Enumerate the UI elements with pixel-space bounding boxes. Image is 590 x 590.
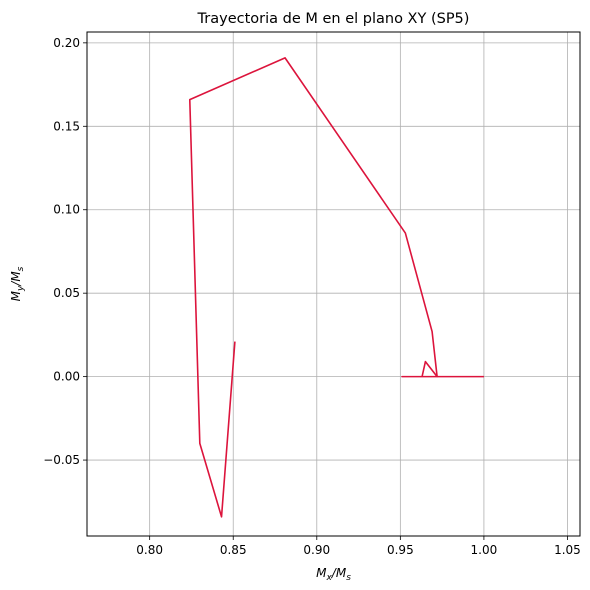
y-tick-label: 0.20 [53,36,80,50]
plot-frame [86,31,581,537]
x-tick-label: 0.90 [303,543,330,557]
y-tick-label: −0.05 [43,453,80,467]
chart-title: Trayectoria de M en el plano XY (SP5) [197,11,470,27]
y-tick-label: 0.05 [53,286,80,300]
x-tick-label: 1.05 [554,543,581,557]
y-tick-label: 0.10 [53,203,80,217]
x-axis-label: Mx/Ms [316,566,351,583]
y-axis-label: My/Ms [9,266,26,301]
y-axis: −0.05 0.00 0.05 0.10 0.15 0.20 [43,36,87,467]
x-tick-label: 0.85 [220,543,247,557]
series-layer [188,57,484,518]
x-tick-label: 0.80 [136,543,163,557]
x-axis: 0.80 0.85 0.90 0.95 1.00 1.05 [136,536,581,557]
x-tick-label: 1.00 [471,543,498,557]
series-line-0 [188,57,484,518]
y-tick-label: 0.00 [53,370,80,384]
y-tick-label: 0.15 [53,119,80,133]
grid [87,32,580,536]
x-tick-label: 0.95 [387,543,414,557]
